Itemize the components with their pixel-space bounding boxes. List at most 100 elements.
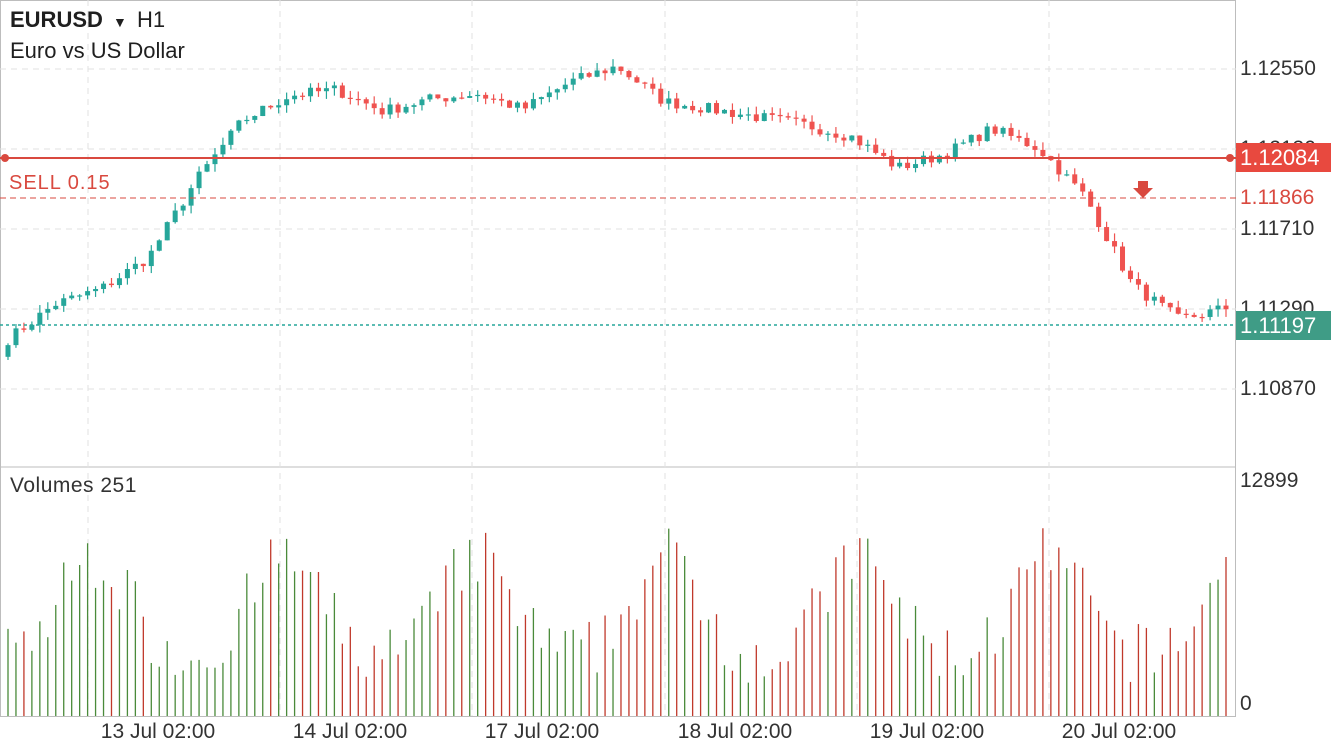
candle-body xyxy=(156,240,162,251)
candle-body xyxy=(85,291,91,296)
candle-body xyxy=(1112,241,1118,247)
candle-body xyxy=(714,103,720,114)
candle-body xyxy=(355,98,361,101)
candle-body xyxy=(745,114,751,116)
candle-body xyxy=(164,222,170,241)
candle-body xyxy=(761,113,767,122)
candle-body xyxy=(395,104,401,113)
candle-body xyxy=(801,118,807,122)
candle-body xyxy=(690,105,696,111)
candle-body xyxy=(204,164,210,172)
candle-body xyxy=(403,106,409,113)
candle-body xyxy=(785,116,791,118)
position-line-handle xyxy=(1226,154,1234,162)
candle-body xyxy=(1199,316,1205,319)
candle-body xyxy=(857,135,863,146)
time-tick: 17 Jul 02:00 xyxy=(484,720,600,743)
candle-body xyxy=(968,134,974,143)
candle-body xyxy=(331,85,337,89)
candle-body xyxy=(69,295,75,299)
candle-body xyxy=(419,99,425,106)
candle-body xyxy=(1191,314,1197,317)
candle-body xyxy=(339,85,345,98)
candle-body xyxy=(29,324,35,330)
candle-body xyxy=(411,105,417,107)
candle-body xyxy=(514,102,520,108)
candle-body xyxy=(1024,137,1030,147)
candle-body xyxy=(116,278,122,286)
candle-body xyxy=(1000,127,1006,134)
candle-body xyxy=(889,155,895,167)
candle-body xyxy=(347,97,353,99)
symbol-name[interactable]: EURUSD xyxy=(10,7,103,32)
candle-body xyxy=(363,99,369,104)
candle-body xyxy=(252,116,258,120)
candle-body xyxy=(483,94,489,99)
candle-body xyxy=(172,210,178,223)
candle-body xyxy=(650,83,656,89)
candle-body xyxy=(522,102,528,109)
candle-body xyxy=(435,94,441,99)
candle-body xyxy=(658,88,664,104)
candle-body xyxy=(626,71,632,78)
candle-body xyxy=(244,119,250,122)
candle-body xyxy=(467,96,473,98)
time-tick: 19 Jul 02:00 xyxy=(869,720,985,743)
candle-body xyxy=(897,162,903,167)
candle-body xyxy=(459,97,465,99)
candle-body xyxy=(387,104,393,115)
candle-body xyxy=(992,126,998,134)
candle-body xyxy=(1032,146,1038,150)
candle-body xyxy=(960,142,966,144)
position-label[interactable]: SELL 0.15 xyxy=(9,172,111,194)
symbol-title[interactable]: EURUSD ▼ H1 xyxy=(10,7,165,33)
candle-body xyxy=(578,73,584,79)
candle-body xyxy=(825,133,831,135)
candle-body xyxy=(777,114,783,117)
chevron-down-icon[interactable]: ▼ xyxy=(113,14,127,30)
candle-body xyxy=(1040,149,1046,157)
candle-body xyxy=(220,144,226,155)
candle-body xyxy=(1143,284,1149,301)
candle-body xyxy=(849,135,855,141)
time-tick: 13 Jul 02:00 xyxy=(100,720,216,743)
candle-body xyxy=(538,97,544,100)
candle-body xyxy=(45,309,51,313)
candle-body xyxy=(451,97,457,102)
candle-body xyxy=(1135,279,1141,285)
candle-body xyxy=(292,95,298,100)
candle-body xyxy=(228,130,234,145)
candle-body xyxy=(666,98,672,104)
candle-body xyxy=(308,87,314,97)
candle-body xyxy=(936,155,942,163)
candle-body xyxy=(841,137,847,141)
candle-body xyxy=(1207,309,1213,317)
candle-body xyxy=(586,73,592,77)
candle-body xyxy=(1223,305,1229,310)
candle-body xyxy=(108,283,114,286)
candle-body xyxy=(698,110,704,113)
candle-body xyxy=(905,162,911,169)
candle-body xyxy=(674,98,680,109)
candle-body xyxy=(507,100,513,108)
candle-body xyxy=(276,105,282,108)
volume-min-tick: 0 xyxy=(1240,692,1252,715)
candle-body xyxy=(817,129,823,135)
symbol-description: Euro vs US Dollar xyxy=(10,38,185,63)
price-tick: 1.10870 xyxy=(1240,377,1316,400)
candle-body xyxy=(37,312,43,325)
candle-body xyxy=(101,283,107,290)
candle-body xyxy=(729,109,735,117)
candle-body xyxy=(1167,302,1173,308)
candle-body xyxy=(124,269,130,279)
candle-body xyxy=(1175,307,1181,314)
candle-body xyxy=(928,155,934,163)
candle-body xyxy=(499,98,505,101)
plot-frame xyxy=(0,0,1236,717)
candle-body xyxy=(475,94,481,97)
candle-body xyxy=(1056,160,1062,175)
timeframe-label[interactable]: H1 xyxy=(137,7,166,32)
candle-body xyxy=(706,103,712,113)
candle-body xyxy=(769,113,775,115)
